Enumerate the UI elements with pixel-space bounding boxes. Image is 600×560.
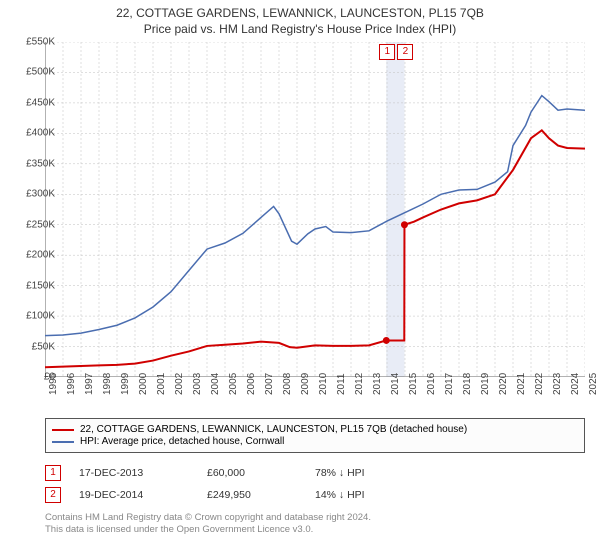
y-tick-label: £400K — [11, 128, 55, 139]
x-tick-label: 2020 — [498, 373, 509, 395]
x-tick-label: 2011 — [336, 373, 347, 395]
y-tick-label: £500K — [11, 67, 55, 78]
x-tick-label: 1996 — [66, 373, 77, 395]
x-tick-label: 2008 — [282, 373, 293, 395]
y-tick-label: £300K — [11, 189, 55, 200]
event-marker: 1 — [379, 44, 395, 60]
chart-area — [45, 42, 585, 377]
x-tick-label: 1995 — [48, 373, 59, 395]
title-address: 22, COTTAGE GARDENS, LEWANNICK, LAUNCEST… — [0, 6, 600, 22]
x-tick-label: 2003 — [192, 373, 203, 395]
legend-label: 22, COTTAGE GARDENS, LEWANNICK, LAUNCEST… — [80, 424, 467, 435]
x-tick-label: 2025 — [588, 373, 599, 395]
sale-index: 1 — [45, 465, 61, 481]
x-tick-label: 2015 — [408, 373, 419, 395]
x-tick-label: 2001 — [156, 373, 167, 395]
legend-swatch — [52, 441, 74, 443]
sale-row: 2 19-DEC-2014 £249,950 14% ↓ HPI — [45, 484, 585, 506]
sales-table: 1 17-DEC-2013 £60,000 78% ↓ HPI 2 19-DEC-2014… — [45, 462, 585, 506]
footer-line1: Contains HM Land Registry data © Crown c… — [45, 512, 371, 524]
x-tick-label: 1998 — [102, 373, 113, 395]
sale-index: 2 — [45, 487, 61, 503]
x-tick-label: 2000 — [138, 373, 149, 395]
x-tick-label: 1997 — [84, 373, 95, 395]
y-tick-label: £200K — [11, 250, 55, 261]
y-tick-label: £450K — [11, 97, 55, 108]
x-tick-label: 2019 — [480, 373, 491, 395]
x-tick-label: 2023 — [552, 373, 563, 395]
legend-row: HPI: Average price, detached house, Corn… — [52, 436, 578, 447]
y-tick-label: £550K — [11, 37, 55, 48]
sale-date: 19-DEC-2014 — [79, 489, 189, 501]
legend-box: 22, COTTAGE GARDENS, LEWANNICK, LAUNCEST… — [45, 418, 585, 453]
sale-price: £60,000 — [207, 467, 297, 479]
x-tick-label: 2016 — [426, 373, 437, 395]
x-tick-label: 2013 — [372, 373, 383, 395]
sale-delta: 78% ↓ HPI — [315, 467, 435, 479]
x-tick-label: 2005 — [228, 373, 239, 395]
chart-container: 22, COTTAGE GARDENS, LEWANNICK, LAUNCEST… — [0, 0, 600, 560]
title-block: 22, COTTAGE GARDENS, LEWANNICK, LAUNCEST… — [0, 0, 600, 37]
x-tick-label: 2010 — [318, 373, 329, 395]
footer: Contains HM Land Registry data © Crown c… — [45, 512, 371, 537]
footer-line2: This data is licensed under the Open Gov… — [45, 524, 371, 536]
title-subtitle: Price paid vs. HM Land Registry's House … — [0, 22, 600, 38]
y-tick-label: £150K — [11, 280, 55, 291]
x-tick-label: 2006 — [246, 373, 257, 395]
y-tick-label: £100K — [11, 311, 55, 322]
x-tick-label: 1999 — [120, 373, 131, 395]
x-tick-label: 2014 — [390, 373, 401, 395]
legend-label: HPI: Average price, detached house, Corn… — [80, 436, 284, 447]
x-tick-label: 2024 — [570, 373, 581, 395]
y-tick-label: £250K — [11, 219, 55, 230]
sale-price: £249,950 — [207, 489, 297, 501]
x-tick-label: 2012 — [354, 373, 365, 395]
x-tick-label: 2002 — [174, 373, 185, 395]
legend-row: 22, COTTAGE GARDENS, LEWANNICK, LAUNCEST… — [52, 424, 578, 435]
x-tick-label: 2009 — [300, 373, 311, 395]
sale-date: 17-DEC-2013 — [79, 467, 189, 479]
x-tick-label: 2004 — [210, 373, 221, 395]
legend-swatch — [52, 429, 74, 431]
x-tick-label: 2018 — [462, 373, 473, 395]
sale-row: 1 17-DEC-2013 £60,000 78% ↓ HPI — [45, 462, 585, 484]
y-tick-label: £50K — [11, 341, 55, 352]
x-tick-label: 2021 — [516, 373, 527, 395]
sale-delta: 14% ↓ HPI — [315, 489, 435, 501]
chart-svg — [45, 42, 585, 377]
y-tick-label: £350K — [11, 158, 55, 169]
x-tick-label: 2022 — [534, 373, 545, 395]
x-tick-label: 2007 — [264, 373, 275, 395]
x-tick-label: 2017 — [444, 373, 455, 395]
event-marker: 2 — [397, 44, 413, 60]
